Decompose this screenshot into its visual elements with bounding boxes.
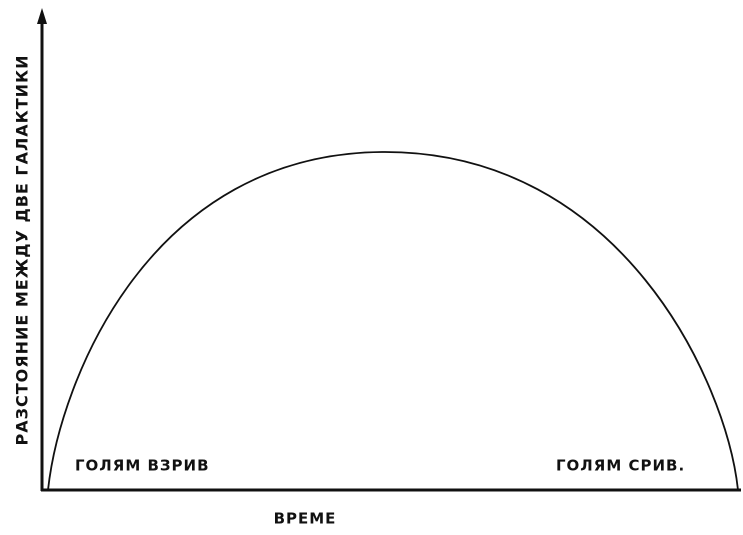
big-bang-label: ГОЛЯМ ВЗРИВ <box>75 457 210 475</box>
y-axis-label: РАЗСТОЯНИЕ МЕЖДУ ДВЕ ГАЛАКТИКИ <box>13 55 32 446</box>
x-axis-label: ВРЕМЕ <box>274 510 337 528</box>
expansion-curve <box>47 151 739 491</box>
y-axis-arrow <box>37 8 47 24</box>
big-crunch-label: ГОЛЯМ СРИВ. <box>556 457 685 475</box>
